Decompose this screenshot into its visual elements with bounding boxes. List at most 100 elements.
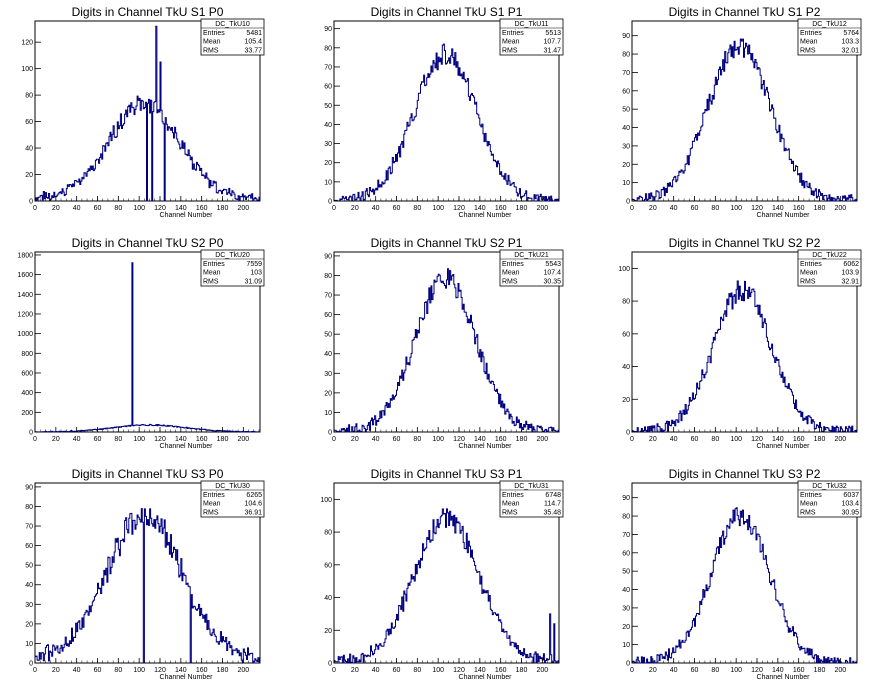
chart-title: Digits in Channel TkU S1 P1 <box>371 5 523 19</box>
stats-value-rms: 35.48 <box>543 509 561 516</box>
histogram-panel-8: Digits in Channel TkU S3 P1 0 20 40 60 80 100 1… <box>320 467 564 681</box>
stats-name: DC_TkU22 <box>812 252 847 259</box>
y-tick-label: 50 <box>324 103 332 110</box>
y-tick-label: 20 <box>622 162 630 169</box>
x-tick-label: 40 <box>372 667 380 674</box>
histogram-line <box>34 508 261 664</box>
x-tick-label: 0 <box>332 667 336 674</box>
x-tick-label: 180 <box>516 205 528 212</box>
y-tick-label: 40 <box>324 595 332 602</box>
y-tick-label: 70 <box>622 532 630 539</box>
stats-label-rms: RMS <box>800 509 816 516</box>
x-tick-label: 120 <box>751 205 763 212</box>
histogram-line <box>34 262 261 433</box>
stats-value-entries: 5764 <box>843 30 859 37</box>
stats-value-entries: 6062 <box>843 261 859 268</box>
x-axis-title: Channel Number <box>160 443 214 450</box>
x-tick-label: 40 <box>73 667 81 674</box>
stats-value-mean: 105.4 <box>244 39 262 46</box>
x-tick-label: 140 <box>175 436 187 443</box>
y-tick-label: 60 <box>25 543 33 550</box>
histogram-panel-4: Digits in Channel TkU S2 P0 0 20 40 60 80 100 1… <box>17 236 265 450</box>
stats-value-entries: 5543 <box>545 261 561 268</box>
stats-value-mean: 103.4 <box>841 501 859 508</box>
x-tick-label: 80 <box>114 205 122 212</box>
stats-box: DC_TkU12 Entries 5764 Mean 103.3 RMS 32.01 <box>797 18 862 56</box>
x-tick-label: 140 <box>474 205 486 212</box>
stats-name: DC_TkU12 <box>812 21 847 28</box>
y-tick-label: 90 <box>324 26 332 33</box>
y-tick-label: 40 <box>324 122 332 129</box>
x-tick-label: 0 <box>33 436 37 443</box>
y-tick-label: 90 <box>622 33 630 40</box>
x-tick-label: 80 <box>711 436 719 443</box>
x-tick-label: 120 <box>751 436 763 443</box>
plot-frame <box>631 482 858 664</box>
x-tick-label: 200 <box>536 436 548 443</box>
x-tick-label: 200 <box>237 205 249 212</box>
y-tick-label: 0 <box>29 661 33 668</box>
x-tick-label: 20 <box>52 205 60 212</box>
x-tick-label: 60 <box>691 667 699 674</box>
x-axis-title: Channel Number <box>160 212 214 219</box>
chart-title: Digits in Channel TkU S3 P0 <box>72 467 224 481</box>
stats-name: DC_TkU20 <box>215 252 250 259</box>
stats-label-entries: Entries <box>203 30 225 37</box>
y-tick-label: 200 <box>21 410 33 417</box>
y-tick-label: 90 <box>324 253 332 260</box>
x-tick-label: 60 <box>393 436 401 443</box>
stats-value-entries: 6265 <box>246 492 262 499</box>
stats-name: DC_TkU21 <box>514 252 549 259</box>
y-tick-label: 80 <box>324 273 332 280</box>
stats-label-entries: Entries <box>502 30 524 37</box>
stats-label-rms: RMS <box>800 278 816 285</box>
y-tick-label: 50 <box>622 107 630 114</box>
x-tick-label: 140 <box>175 667 187 674</box>
x-tick-label: 200 <box>834 667 846 674</box>
stats-value-rms: 36.91 <box>244 509 262 516</box>
stats-label-mean: Mean <box>502 270 520 277</box>
x-tick-label: 100 <box>133 436 145 443</box>
x-tick-label: 20 <box>649 205 657 212</box>
x-tick-label: 140 <box>772 205 784 212</box>
x-tick-label: 120 <box>751 667 763 674</box>
histogram-line <box>34 25 261 202</box>
x-tick-label: 200 <box>536 667 548 674</box>
x-tick-label: 120 <box>154 667 166 674</box>
y-tick-label: 20 <box>324 390 332 397</box>
stats-value-entries: 6037 <box>843 492 859 499</box>
y-tick-label: 0 <box>328 661 332 668</box>
x-tick-label: 40 <box>670 205 678 212</box>
y-tick-label: 40 <box>25 582 33 589</box>
y-tick-label: 10 <box>622 642 630 649</box>
y-tick-label: 60 <box>324 312 332 319</box>
x-tick-label: 0 <box>630 667 634 674</box>
stats-box-frame <box>200 480 265 518</box>
x-tick-label: 80 <box>114 667 122 674</box>
x-tick-label: 100 <box>432 436 444 443</box>
y-tick-label: 60 <box>324 84 332 91</box>
x-axis-title: Channel Number <box>757 674 811 681</box>
x-tick-label: 20 <box>351 205 359 212</box>
x-tick-label: 0 <box>33 205 37 212</box>
histogram-panel-1: Digits in Channel TkU S1 P0 0 20 40 60 80 100 1… <box>21 5 265 219</box>
x-tick-label: 20 <box>649 436 657 443</box>
y-tick-label: 0 <box>626 430 630 437</box>
x-tick-label: 100 <box>133 667 145 674</box>
stats-box: DC_TkU31 Entries 6748 Mean 114.7 RMS 35.48 <box>499 480 564 518</box>
stats-value-entries: 5481 <box>246 30 262 37</box>
stats-label-mean: Mean <box>502 501 520 508</box>
stats-box: DC_TkU30 Entries 6265 Mean 104.6 RMS 36.91 <box>200 480 265 518</box>
stats-label-mean: Mean <box>203 270 221 277</box>
y-tick-label: 120 <box>21 40 33 47</box>
y-tick-label: 80 <box>324 530 332 537</box>
histogram-panel-3: Digits in Channel TkU S1 P20 20 40 60 80 100 1… <box>622 5 862 219</box>
chart-title: Digits in Channel TkU S2 P2 <box>669 236 821 250</box>
stats-box-frame <box>499 18 564 56</box>
histogram-line <box>631 38 858 202</box>
histogram-line <box>333 508 560 664</box>
x-tick-label: 140 <box>474 436 486 443</box>
y-tick-label: 30 <box>622 143 630 150</box>
x-tick-label: 160 <box>196 436 208 443</box>
stats-value-mean: 103 <box>250 270 262 277</box>
